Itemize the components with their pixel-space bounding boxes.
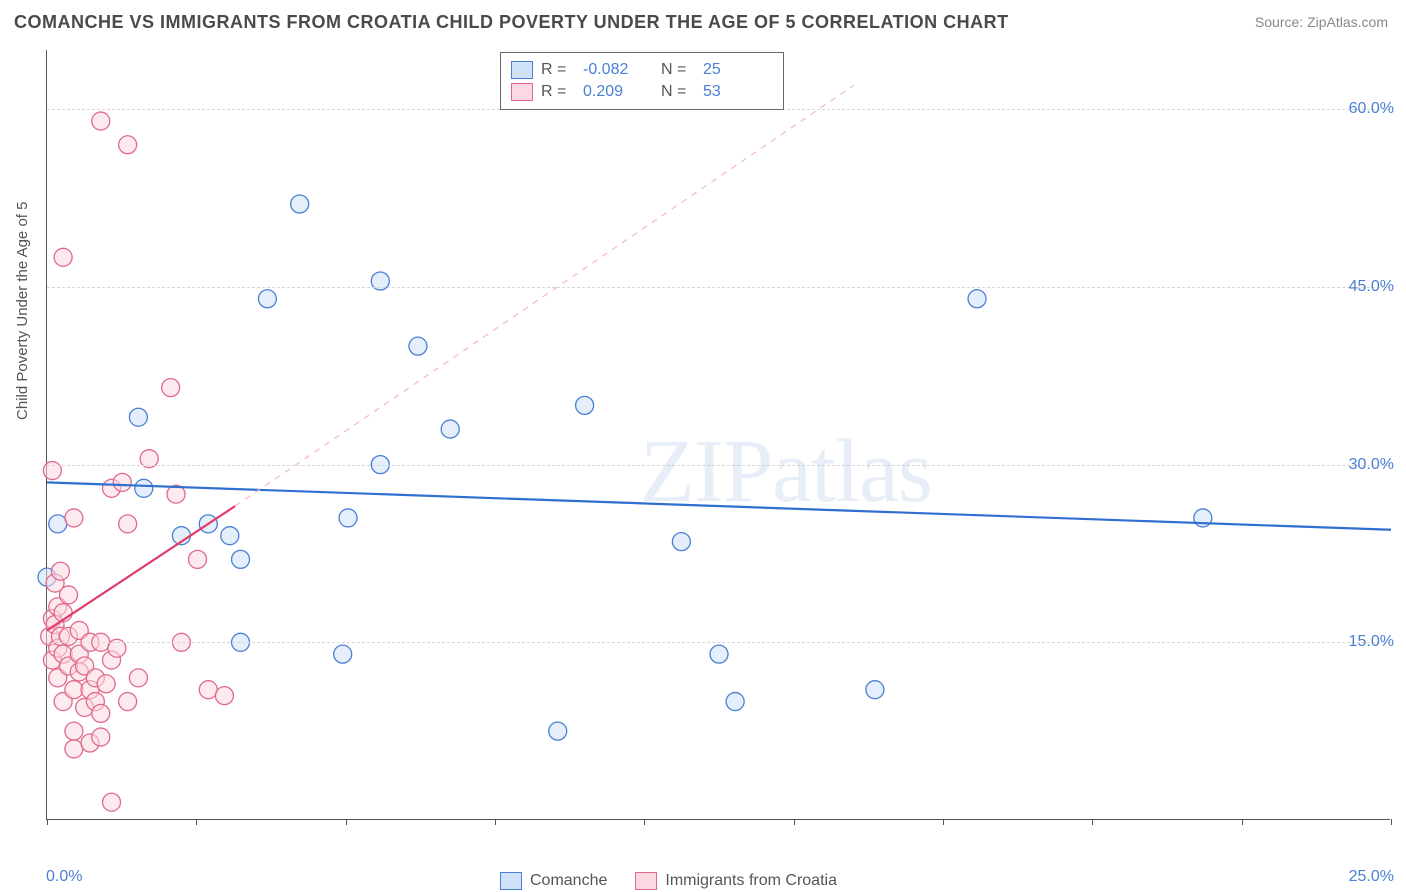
x-tick-label-max: 25.0%: [1349, 868, 1394, 886]
data-point: [215, 687, 233, 705]
y-tick-label: 30.0%: [1349, 456, 1394, 474]
data-point: [113, 473, 131, 491]
data-point: [726, 693, 744, 711]
y-tick-label: 15.0%: [1349, 633, 1394, 651]
legend-series-label: Immigrants from Croatia: [665, 872, 837, 890]
source-attribution: Source: ZipAtlas.com: [1255, 14, 1388, 30]
data-point: [119, 136, 137, 154]
data-point: [97, 675, 115, 693]
legend-swatch: [500, 872, 522, 890]
x-tick: [1092, 819, 1093, 825]
data-point: [103, 793, 121, 811]
legend-swatch: [511, 83, 533, 101]
gridline-h: [47, 642, 1390, 643]
correlation-legend: R = -0.082 N = 25 R = 0.209 N = 53: [500, 52, 784, 110]
gridline-h: [47, 287, 1390, 288]
legend-series-item: Comanche: [500, 872, 607, 890]
data-point: [339, 509, 357, 527]
data-point: [92, 112, 110, 130]
legend-stat-row: R = 0.209 N = 53: [511, 81, 773, 103]
trendline-croatia-extension: [235, 86, 853, 507]
legend-series-item: Immigrants from Croatia: [635, 872, 837, 890]
data-point: [221, 527, 239, 545]
data-point: [549, 722, 567, 740]
data-point: [92, 704, 110, 722]
data-point: [135, 479, 153, 497]
scatter-svg: [47, 50, 1390, 819]
data-point: [334, 645, 352, 663]
data-point: [576, 396, 594, 414]
legend-r-value: -0.082: [583, 59, 653, 81]
y-tick-label: 45.0%: [1349, 278, 1394, 296]
trendline-comanche: [47, 482, 1391, 529]
legend-r-label: R =: [541, 81, 575, 103]
data-point: [189, 550, 207, 568]
data-point: [866, 681, 884, 699]
legend-n-label: N =: [661, 59, 695, 81]
data-point: [710, 645, 728, 663]
data-point: [54, 248, 72, 266]
series-legend: Comanche Immigrants from Croatia: [500, 872, 837, 890]
data-point: [65, 509, 83, 527]
data-point: [92, 728, 110, 746]
x-tick: [943, 819, 944, 825]
x-tick: [644, 819, 645, 825]
data-point: [441, 420, 459, 438]
data-point: [258, 290, 276, 308]
data-point: [65, 740, 83, 758]
data-point: [291, 195, 309, 213]
legend-stat-row: R = -0.082 N = 25: [511, 59, 773, 81]
data-point: [60, 586, 78, 604]
x-tick: [495, 819, 496, 825]
legend-swatch: [511, 61, 533, 79]
x-tick: [196, 819, 197, 825]
data-point: [65, 681, 83, 699]
legend-n-value: 25: [703, 59, 773, 81]
data-point: [119, 693, 137, 711]
data-point: [162, 379, 180, 397]
data-point: [49, 515, 67, 533]
data-point: [51, 562, 69, 580]
x-tick-label-min: 0.0%: [46, 868, 82, 886]
x-tick: [346, 819, 347, 825]
data-point: [129, 408, 147, 426]
data-point: [129, 669, 147, 687]
x-tick: [1242, 819, 1243, 825]
legend-n-value: 53: [703, 81, 773, 103]
data-point: [409, 337, 427, 355]
y-tick-label: 60.0%: [1349, 100, 1394, 118]
gridline-h: [47, 465, 1390, 466]
x-tick: [794, 819, 795, 825]
data-point: [672, 533, 690, 551]
data-point: [968, 290, 986, 308]
legend-swatch: [635, 872, 657, 890]
legend-r-value: 0.209: [583, 81, 653, 103]
x-tick: [1391, 819, 1392, 825]
legend-n-label: N =: [661, 81, 695, 103]
data-point: [232, 550, 250, 568]
data-point: [199, 681, 217, 699]
legend-series-label: Comanche: [530, 872, 607, 890]
data-point: [119, 515, 137, 533]
data-point: [65, 722, 83, 740]
x-tick: [47, 819, 48, 825]
chart-plot-area: [46, 50, 1390, 820]
legend-r-label: R =: [541, 59, 575, 81]
y-axis-label: Child Poverty Under the Age of 5: [14, 202, 31, 420]
chart-title: COMANCHE VS IMMIGRANTS FROM CROATIA CHIL…: [14, 12, 1009, 33]
